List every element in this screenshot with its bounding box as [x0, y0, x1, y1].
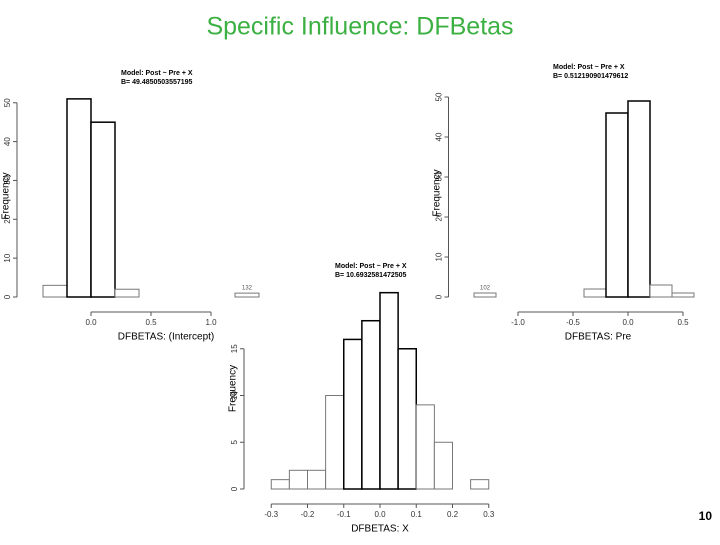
y-tick-label: 10	[435, 252, 444, 261]
chart-title: Model: Post ~ Pre + X	[121, 70, 193, 77]
bar	[270, 479, 290, 490]
y-tick-label: 20	[435, 212, 444, 221]
bar	[66, 98, 92, 298]
x-tick-label: 0.5	[677, 318, 689, 327]
x-tick-label: 1.0	[205, 318, 217, 327]
y-tick-label: 40	[3, 137, 12, 146]
x-axis-label: DFBETAS: X	[351, 524, 409, 535]
bar	[325, 395, 345, 490]
y-tick-label: 0	[3, 294, 12, 299]
y-axis-label: Frequency	[228, 365, 239, 412]
bar	[605, 112, 629, 298]
x-tick-label: 0.0	[85, 318, 97, 327]
slide-title: Specific Influence: DFBetas	[206, 13, 513, 41]
y-tick-label: 50	[3, 98, 12, 107]
bar	[114, 288, 140, 298]
bar	[379, 291, 399, 490]
bar	[627, 100, 651, 298]
bar	[288, 469, 308, 490]
bar	[470, 479, 490, 490]
page-number: 10	[699, 509, 713, 523]
annotation: 132	[242, 286, 253, 292]
y-tick-label: 15	[230, 344, 239, 353]
chart-title: Model: Post ~ Pre + X	[553, 64, 625, 71]
annotation: 102	[480, 286, 491, 292]
y-tick-label: 10	[230, 391, 239, 400]
y-tick-label: 0	[435, 294, 444, 299]
y-tick-label: 10	[3, 253, 12, 262]
bar	[234, 292, 260, 298]
bar	[343, 338, 363, 490]
x-axis-label: DFBETAS: Pre	[565, 332, 632, 343]
bar	[361, 319, 381, 490]
y-tick-label: 0	[230, 486, 239, 491]
bar	[649, 284, 673, 298]
x-tick-label: -0.5	[566, 318, 580, 327]
y-axis-label: Frequency	[432, 169, 443, 216]
x-tick-label: 0.0	[622, 318, 634, 327]
chart-subtitle: B= 10.6932581472505	[335, 272, 407, 279]
y-tick-label: 30	[435, 172, 444, 181]
y-tick-label: 5	[230, 439, 239, 444]
y-tick-label: 30	[3, 175, 12, 184]
x-tick-label: 0.3	[483, 510, 495, 519]
x-tick-label: 0.2	[447, 510, 459, 519]
bar	[671, 292, 695, 298]
y-tick-label: 40	[435, 132, 444, 141]
bar	[433, 441, 453, 490]
x-tick-label: -0.2	[301, 510, 315, 519]
bar	[415, 404, 435, 490]
y-tick-label: 20	[3, 214, 12, 223]
bar	[583, 288, 607, 298]
x-axis-label: DFBETAS: (Intercept)	[118, 332, 215, 343]
y-axis-label: Frequency	[1, 172, 12, 219]
bar	[90, 121, 116, 298]
bar	[307, 469, 327, 490]
x-tick-label: 0.0	[374, 510, 386, 519]
x-tick-label: -0.3	[264, 510, 278, 519]
chart-subtitle: B= 49.4850503557195	[121, 79, 193, 86]
x-tick-label: 0.1	[411, 510, 423, 519]
chart-title: Model: Post ~ Pre + X	[335, 263, 407, 270]
bar	[397, 348, 417, 490]
x-tick-label: -0.1	[337, 510, 351, 519]
x-tick-label: 0.5	[145, 318, 157, 327]
bar	[473, 292, 497, 298]
y-tick-label: 50	[435, 92, 444, 101]
chart-subtitle: B= 0.512190901479612	[553, 73, 628, 80]
x-tick-label: -1.0	[511, 318, 525, 327]
bar	[42, 284, 68, 298]
